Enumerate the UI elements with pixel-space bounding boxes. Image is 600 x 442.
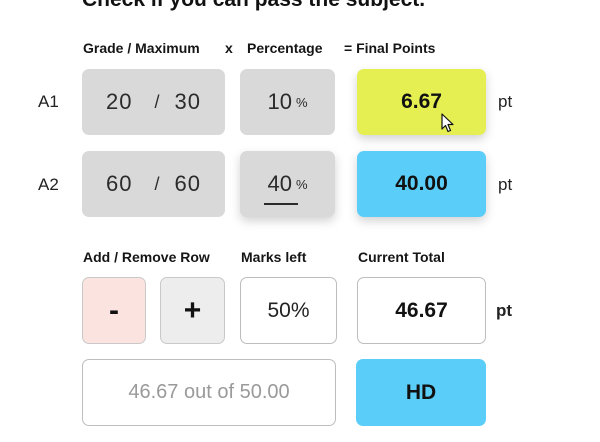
grade-slash: / bbox=[154, 91, 161, 112]
percent-symbol: % bbox=[295, 94, 308, 110]
unit-a1: pt bbox=[498, 92, 513, 111]
final-points-value: 6.67 bbox=[401, 90, 442, 113]
current-total-label: Current Total bbox=[358, 249, 445, 265]
maximum-value: 30 bbox=[174, 89, 201, 114]
header-percentage: Percentage bbox=[247, 40, 323, 56]
final-points-a2: 40.00 bbox=[357, 151, 486, 217]
final-points-value: 40.00 bbox=[395, 172, 448, 195]
page-title: Check if you can pass the subject. bbox=[82, 0, 425, 12]
minus-icon: - bbox=[109, 293, 119, 327]
percentage-value: 40 bbox=[267, 171, 292, 196]
percentage-value: 10 bbox=[267, 89, 292, 114]
final-points-a1: 6.67 bbox=[357, 69, 486, 135]
header-final-points: = Final Points bbox=[344, 40, 436, 56]
header-grade-maximum: Grade / Maximum bbox=[83, 40, 200, 56]
summary-text: 46.67 out of 50.00 bbox=[128, 381, 290, 403]
percentage-input-a2[interactable]: 40 % bbox=[240, 151, 335, 217]
current-total-unit: pt bbox=[496, 301, 513, 320]
unit-a2: pt bbox=[498, 175, 513, 194]
add-remove-row-label: Add / Remove Row bbox=[83, 249, 210, 265]
header-times: x bbox=[225, 40, 233, 56]
mouse-pointer-icon bbox=[441, 113, 454, 133]
current-total-box: 46.67 bbox=[357, 277, 486, 344]
current-total-value: 46.67 bbox=[395, 298, 448, 322]
text-caret-underline bbox=[264, 203, 298, 205]
row-label-a1: A1 bbox=[38, 92, 59, 111]
marks-left-value: 50% bbox=[267, 298, 310, 322]
grade-input-a2[interactable]: 60 / 60 bbox=[82, 151, 225, 217]
plus-icon: + bbox=[183, 293, 202, 327]
remove-row-button[interactable]: - bbox=[82, 277, 146, 344]
percentage-input-a1[interactable]: 10 % bbox=[240, 69, 335, 135]
percent-symbol: % bbox=[295, 176, 308, 192]
row-label-a2: A2 bbox=[38, 175, 59, 194]
grade-slash: / bbox=[154, 173, 161, 194]
grade-value: 60 bbox=[106, 171, 133, 196]
marks-left-box: 50% bbox=[240, 277, 337, 344]
add-row-button[interactable]: + bbox=[160, 277, 225, 344]
grade-badge: HD bbox=[356, 359, 486, 426]
maximum-value: 60 bbox=[174, 171, 201, 196]
summary-box: 46.67 out of 50.00 bbox=[82, 359, 336, 426]
grade-value: 20 bbox=[106, 89, 133, 114]
marks-left-label: Marks left bbox=[241, 249, 307, 265]
grade-badge-text: HD bbox=[405, 380, 437, 404]
grade-input-a1[interactable]: 20 / 30 bbox=[82, 69, 225, 135]
